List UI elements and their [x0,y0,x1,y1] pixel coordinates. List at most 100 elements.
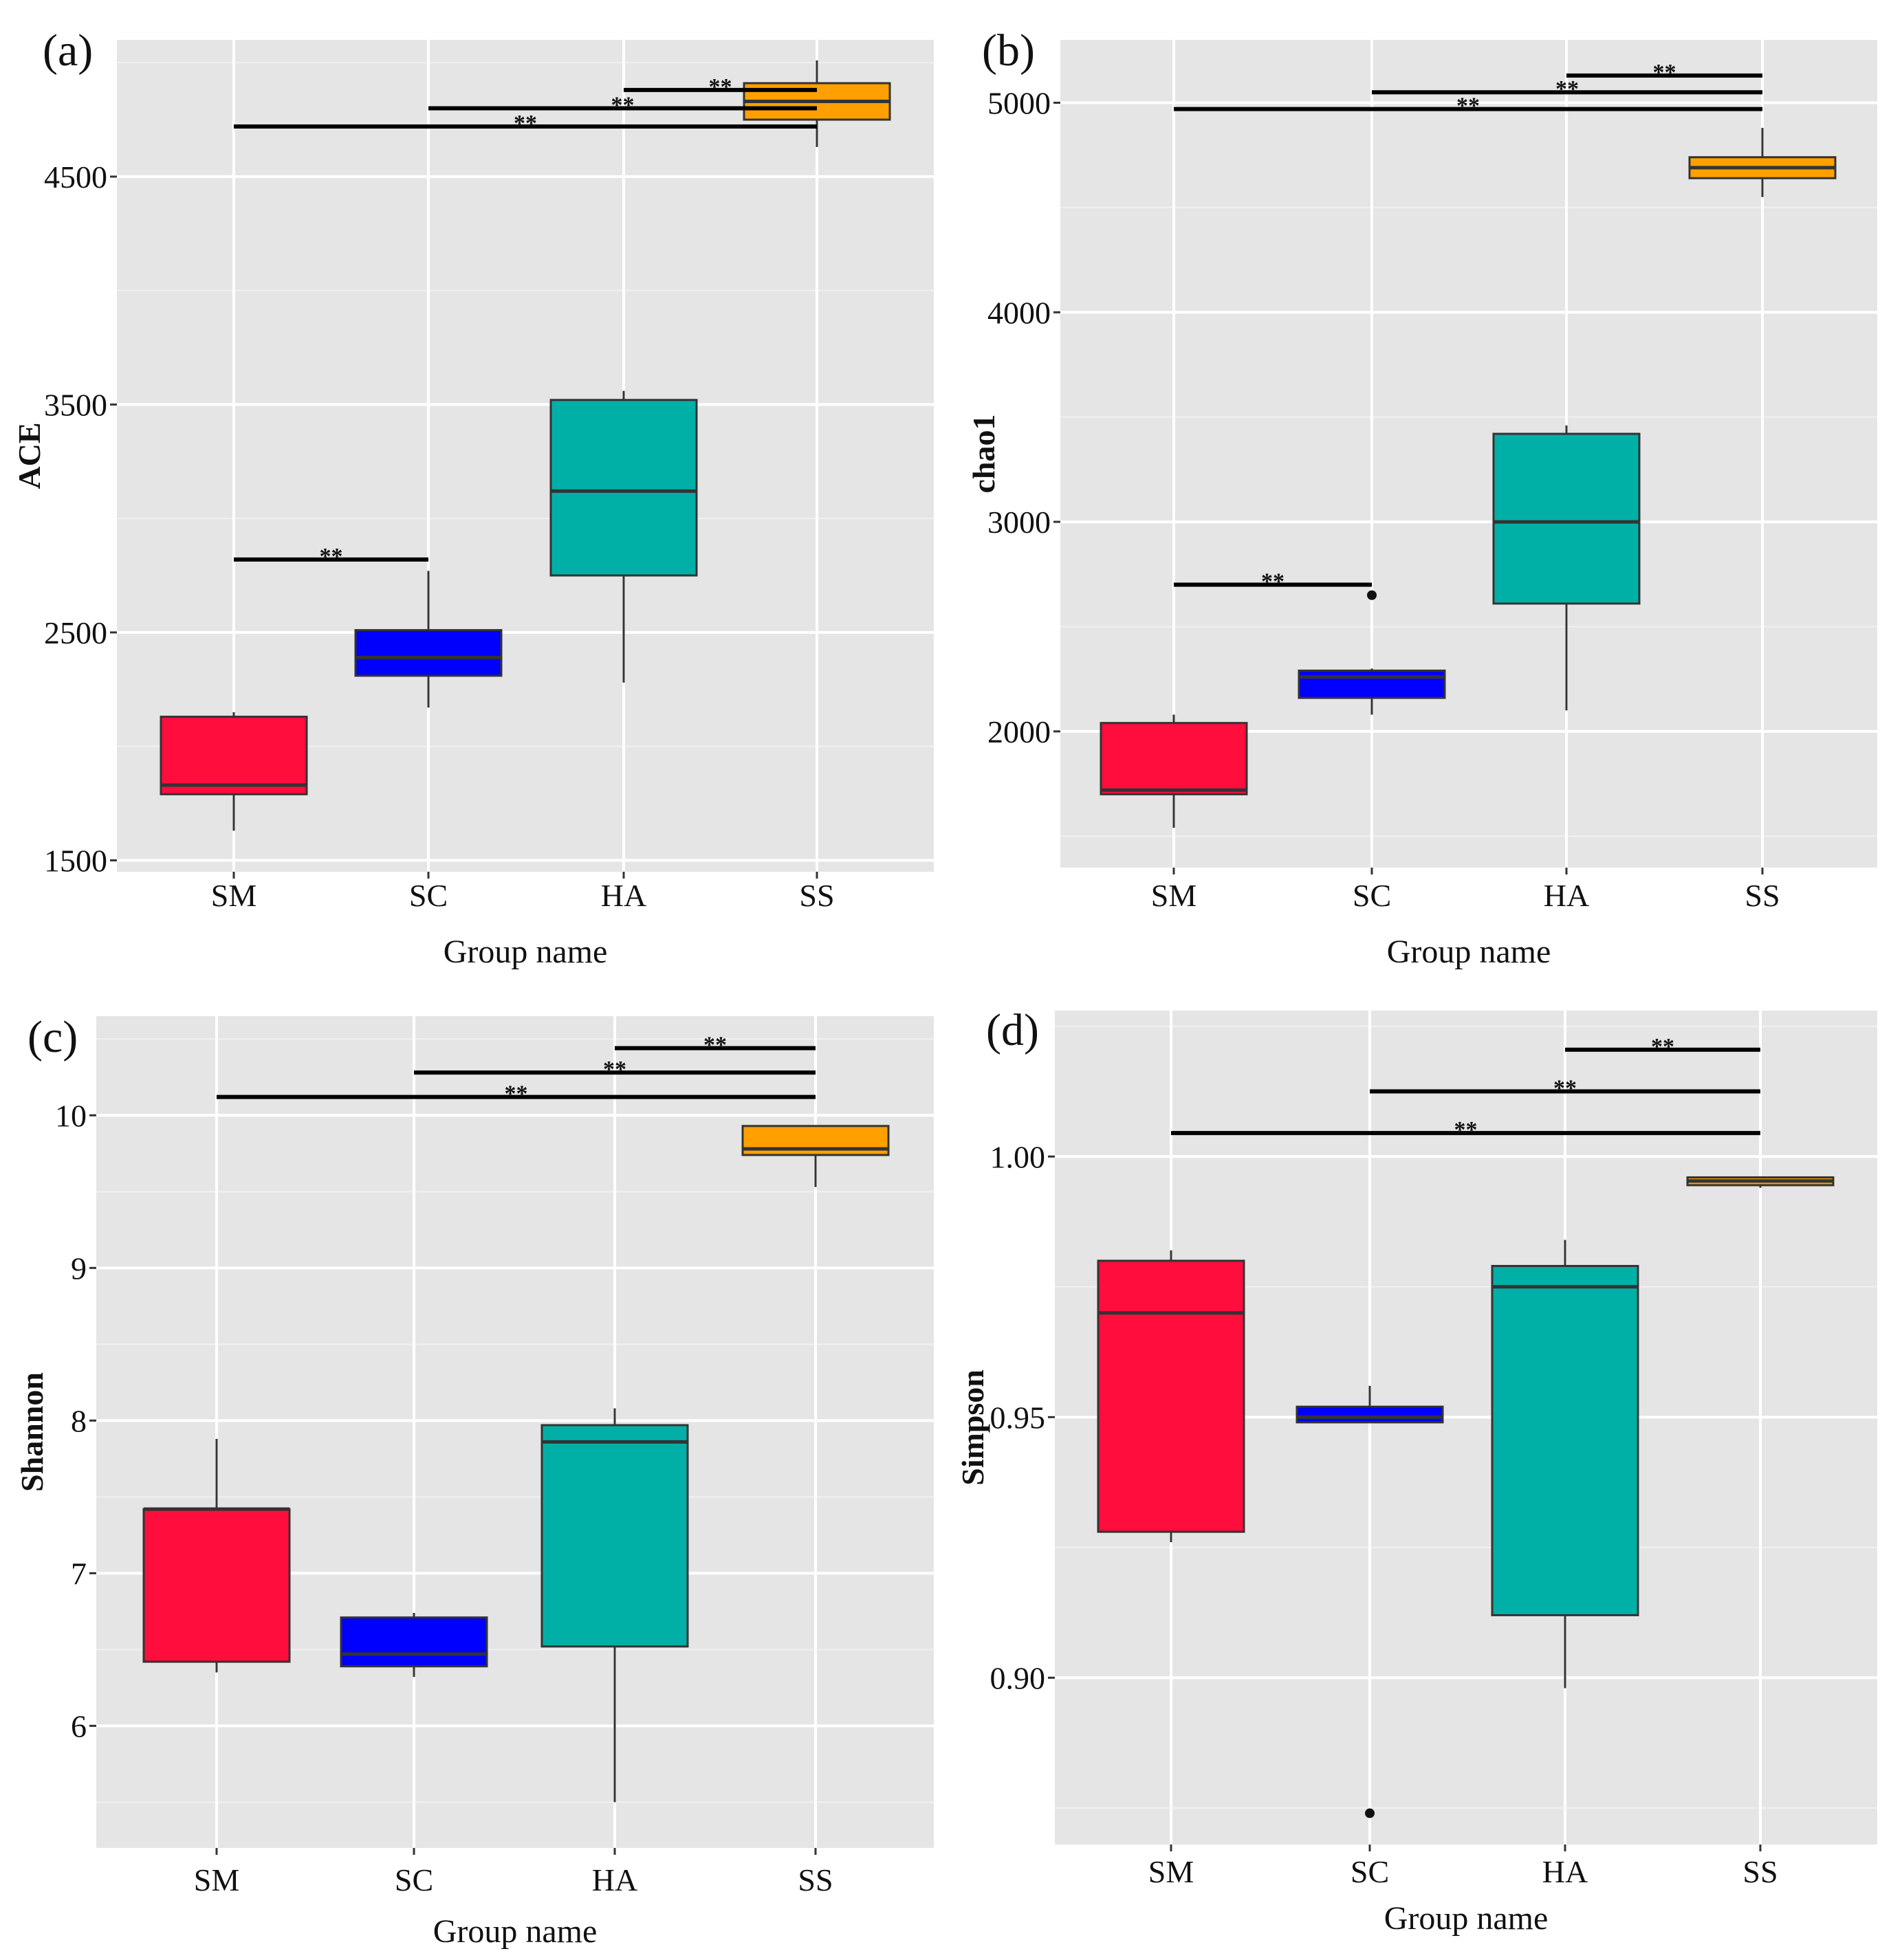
significance-SM-SS: ** [1174,93,1762,119]
panel-label: (b) [982,25,1035,76]
significance-label: ** [1653,60,1676,85]
y-tick-label: 5000 [987,85,1051,120]
box-body [1097,1259,1245,1533]
y-tick-label: 1500 [44,843,107,878]
y-axis-title: Simpson [955,1369,990,1486]
significance-label: ** [611,92,635,118]
box-body [741,1125,890,1156]
y-tick-label: 7 [71,1556,87,1591]
significance-label: ** [603,1057,626,1082]
box-SS [1686,1176,1835,1188]
y-tick-label: 0.95 [990,1400,1046,1435]
x-tick-label: SM [1151,878,1196,913]
y-tick-label: 2000 [987,714,1051,749]
y-tick-label: 1.00 [990,1139,1046,1174]
significance-SC-SS: ** [1370,1076,1760,1101]
significance-SC-SS: ** [428,92,817,118]
significance-SM-SC: ** [234,544,428,569]
x-tick-label: SC [1351,1854,1389,1889]
box-HA [1491,1240,1639,1688]
box-body [1492,432,1641,605]
significance-SM-SS: ** [217,1081,816,1107]
box-body [340,1616,488,1668]
box-body [549,399,698,577]
box-SM [1097,1250,1245,1543]
x-axis-title: Group name [444,934,608,970]
panel-label: (c) [28,1012,78,1062]
x-tick-label: HA [1542,1854,1588,1889]
box-HA [549,390,698,683]
x-tick-label: SS [799,878,834,913]
y-tick-label: 0.90 [990,1660,1046,1695]
box-body [1100,722,1248,795]
box-SC [1296,1385,1444,1424]
y-tick-label: 10 [55,1098,87,1133]
box-body [160,716,308,795]
significance-label: ** [1651,1034,1674,1059]
box-SS [741,1125,890,1187]
x-tick-label: SC [409,878,448,913]
box-body [1296,1405,1444,1424]
box-SS [1688,128,1837,197]
x-tick-label: SC [395,1862,433,1897]
x-tick-label: SC [1353,878,1391,913]
significance-SC-SS: ** [1372,76,1762,102]
box-SC [354,571,503,708]
significance-HA-SS: ** [1566,60,1762,85]
significance-label: ** [709,74,732,100]
x-tick-label: HA [601,878,646,913]
x-tick-label: HA [1544,878,1589,913]
significance-SM-SS: ** [1171,1117,1760,1143]
y-tick-label: 4000 [987,295,1051,330]
panel-label: (a) [43,25,93,76]
significance-label: ** [505,1081,528,1107]
significance-HA-SS: ** [615,1033,816,1058]
x-tick-label: SM [1148,1854,1194,1889]
x-tick-label: HA [592,1862,637,1897]
significance-label: ** [1454,1117,1478,1143]
significance-SM-SC: ** [1174,569,1372,595]
outlier-point [1365,1808,1375,1818]
significance-label: ** [320,544,343,569]
box-SM [160,712,308,831]
chart-panel-d: ** ** ** 0.90 0.95 1.00 SM SC HA SS Group name Simp… [955,1005,1877,1937]
y-tick-label: 3500 [44,387,107,422]
significance-label: ** [514,111,537,136]
box-SM [1100,714,1248,828]
chart-panel-c: ** ** ** 6 7 8 9 10 SM SC HA SS Group name Shannon (c) [14,1012,934,1950]
significance-label: ** [1553,1076,1577,1101]
x-tick-label: SS [1742,1854,1778,1889]
significance-label: ** [1456,93,1480,119]
y-axis-title: chao1 [966,415,1001,494]
significance-HA-SS: ** [1565,1034,1760,1059]
y-axis-title: ACE [12,422,47,489]
box-SM [142,1438,291,1673]
y-tick-label: 9 [71,1251,87,1286]
significance-SM-SS: ** [234,111,817,136]
significance-label: ** [1261,569,1285,595]
y-tick-label: 4500 [44,159,107,195]
box-body [1491,1264,1639,1616]
chart-panel-a: ** ** ** ** 1500 2500 3500 4500 SM SC HA SS Group na… [12,25,934,970]
chart-panel-b: ** ** ** ** 2000 3000 4000 5000 SM SC HA SS Group na… [966,25,1877,970]
x-tick-label: SM [194,1862,239,1897]
y-tick-label: 6 [71,1708,87,1743]
x-tick-label: SM [211,878,256,913]
y-tick-label: 3000 [987,505,1051,540]
box-SC [340,1613,488,1677]
x-axis-title: Group name [433,1913,598,1950]
x-tick-label: SS [798,1862,833,1897]
box-SC [1298,668,1446,715]
box-body [354,629,503,677]
box-body [540,1424,689,1648]
x-axis-title: Group name [1384,1900,1549,1937]
x-axis-title: Group name [1387,934,1551,970]
significance-label: ** [703,1033,727,1058]
significance-SC-SS: ** [414,1057,816,1082]
outlier-point [1367,590,1377,600]
box-body [1298,669,1446,699]
box-HA [540,1408,689,1803]
y-tick-label: 8 [71,1403,87,1438]
panel-label: (d) [986,1005,1039,1055]
